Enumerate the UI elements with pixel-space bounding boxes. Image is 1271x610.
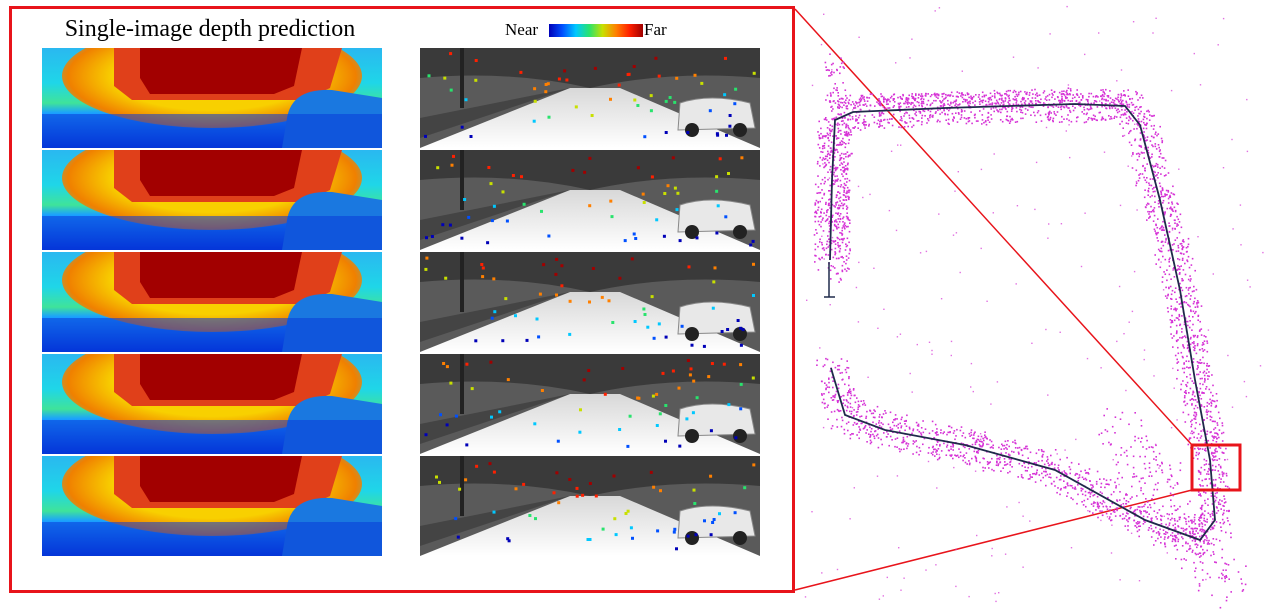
map-point-cloud bbox=[804, 5, 1264, 609]
depth-map-panel-1 bbox=[42, 48, 382, 148]
map-zoom-box bbox=[1190, 443, 1242, 492]
depth-map-panel-3 bbox=[42, 252, 382, 352]
legend-near-label: Near bbox=[505, 20, 539, 39]
depth-map-panel-5 bbox=[42, 456, 382, 556]
trajectory-map bbox=[804, 5, 1264, 609]
depth-map-panel-2 bbox=[42, 150, 382, 250]
camera-trajectory-path bbox=[829, 103, 1216, 542]
camera-image-panel-5 bbox=[420, 456, 760, 556]
zoom-highlight-frame bbox=[9, 6, 795, 593]
legend-far-label: Far bbox=[644, 20, 667, 39]
depth-panel-title: Single-image depth prediction bbox=[64, 16, 356, 42]
camera-image-panel-2 bbox=[420, 150, 760, 250]
depth-map-panel-4 bbox=[42, 354, 382, 454]
colormap-bar bbox=[549, 24, 643, 37]
camera-image-panel-4 bbox=[420, 354, 760, 454]
camera-image-panel-1 bbox=[420, 48, 760, 148]
camera-image-panel-3 bbox=[420, 252, 760, 352]
